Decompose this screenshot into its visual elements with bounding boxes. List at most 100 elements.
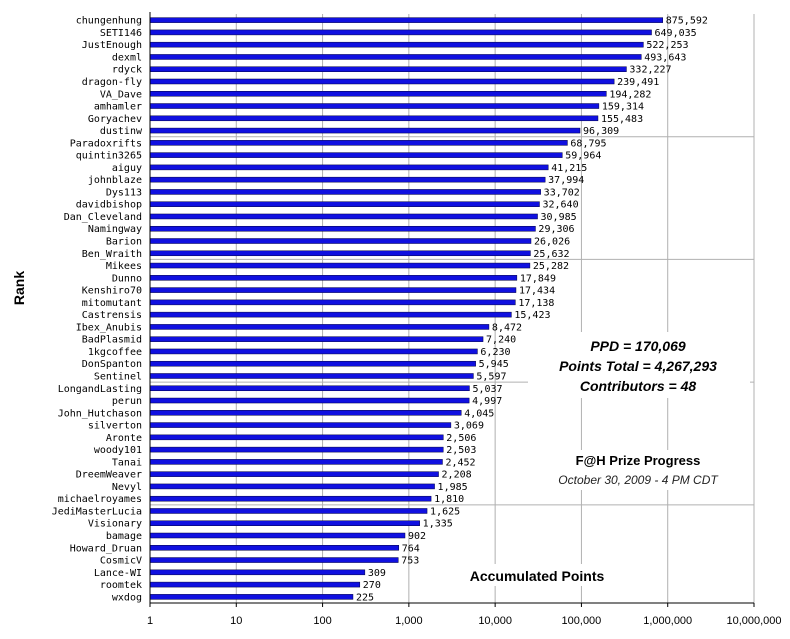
annotation-box xyxy=(528,332,750,398)
value-label: 5,037 xyxy=(472,384,502,395)
category-label: SETI146 xyxy=(100,28,142,39)
prize-box xyxy=(532,450,744,490)
bar xyxy=(149,569,366,576)
bar xyxy=(149,373,474,379)
value-label: 4,045 xyxy=(464,408,494,419)
value-label: 17,849 xyxy=(520,273,556,284)
category-label: davidbishop xyxy=(76,200,142,211)
bar xyxy=(149,397,470,404)
x-tick-label: 100,000 xyxy=(562,615,602,627)
value-label: 239,491 xyxy=(617,77,659,88)
bar xyxy=(149,164,549,171)
category-label: dustinw xyxy=(100,126,143,137)
value-label: 155,483 xyxy=(601,114,643,125)
value-label: 25,282 xyxy=(533,261,569,272)
bar xyxy=(149,508,428,514)
value-label: 59,964 xyxy=(565,151,601,162)
value-label: 2,506 xyxy=(446,433,476,444)
value-label: 902 xyxy=(408,531,426,542)
value-label: 493,643 xyxy=(644,52,686,63)
value-label: 17,138 xyxy=(518,298,554,309)
x-axis-title: Accumulated Points xyxy=(470,568,605,584)
value-label: 875,592 xyxy=(666,16,708,27)
y-axis-title: Rank xyxy=(11,271,27,305)
category-label: Lance-WI xyxy=(94,568,142,579)
value-label: 8,472 xyxy=(492,322,522,333)
category-label: bamage xyxy=(106,531,142,542)
bar xyxy=(149,545,400,551)
value-label: 764 xyxy=(402,543,420,554)
value-label: 1,810 xyxy=(434,494,464,505)
value-label: 3,069 xyxy=(454,421,484,432)
bar xyxy=(149,54,642,60)
category-label: johnblaze xyxy=(88,175,142,186)
category-label: Barion xyxy=(106,237,142,248)
category-label: Tanai xyxy=(112,457,142,468)
value-label: 194,282 xyxy=(609,89,651,100)
bar xyxy=(149,348,478,355)
bar xyxy=(149,471,439,477)
category-label: 1kgcoffee xyxy=(88,347,142,358)
bar xyxy=(149,311,512,318)
value-label: 1,335 xyxy=(423,519,453,530)
category-label: Visionary xyxy=(88,519,142,530)
value-label: 37,994 xyxy=(548,175,584,186)
value-label: 15,423 xyxy=(514,310,550,321)
category-label: Dys113 xyxy=(106,187,142,198)
value-label: 41,215 xyxy=(551,163,587,174)
bar xyxy=(149,66,627,72)
value-label: 225 xyxy=(356,592,374,603)
points-total-annotation: Points Total = 4,267,293 xyxy=(559,358,717,374)
category-label: JustEnough xyxy=(82,40,142,51)
value-label: 33,702 xyxy=(544,187,580,198)
category-label: DonSpanton xyxy=(82,359,142,370)
category-label: mitomutant xyxy=(82,298,142,309)
bars xyxy=(149,17,663,600)
bar xyxy=(149,581,361,588)
category-label: woody101 xyxy=(94,445,142,456)
category-label: Kenshiro70 xyxy=(82,286,142,297)
bar xyxy=(149,410,462,416)
bar xyxy=(149,29,652,36)
bar xyxy=(149,360,476,367)
bar xyxy=(149,41,644,48)
value-label: 17,434 xyxy=(519,286,555,297)
category-label: JediMasterLucia xyxy=(52,506,142,517)
bar xyxy=(149,287,517,293)
category-label: chungenhung xyxy=(76,16,142,27)
value-label: 270 xyxy=(363,580,381,591)
category-label: Castrensis xyxy=(82,310,142,321)
category-label: Mikees xyxy=(106,261,142,272)
x-tick-label: 10,000 xyxy=(478,615,512,627)
category-label: Goryachev xyxy=(88,114,142,125)
value-label: 5,597 xyxy=(476,371,506,382)
bar xyxy=(149,17,663,23)
x-tick-label: 1,000,000 xyxy=(643,615,692,627)
x-tick-label: 10,000,000 xyxy=(726,615,781,627)
bar xyxy=(149,238,532,244)
bar xyxy=(149,213,538,220)
category-label: Nevyl xyxy=(112,482,142,493)
category-label: amhamler xyxy=(94,102,142,113)
bar xyxy=(149,483,435,490)
bar xyxy=(149,557,399,563)
value-label: 309 xyxy=(368,568,386,579)
value-label: 68,795 xyxy=(570,138,606,149)
prize-date: October 30, 2009 - 4 PM CDT xyxy=(558,473,719,487)
category-label: John_Hutchason xyxy=(58,408,142,419)
value-label: 2,503 xyxy=(446,445,476,456)
category-label: BadPlasmid xyxy=(82,335,142,346)
value-label: 7,240 xyxy=(486,335,516,346)
bar xyxy=(149,275,518,281)
value-label: 4,997 xyxy=(472,396,502,407)
category-label: perun xyxy=(112,396,142,407)
category-label: Dunno xyxy=(112,273,142,284)
x-axis-title-box xyxy=(456,564,620,586)
bar xyxy=(149,385,470,392)
ppd-annotation: PPD = 170,069 xyxy=(590,338,686,354)
category-label: Ibex_Anubis xyxy=(76,322,142,333)
category-label: rdyck xyxy=(112,65,142,76)
value-label: 649,035 xyxy=(655,28,697,39)
